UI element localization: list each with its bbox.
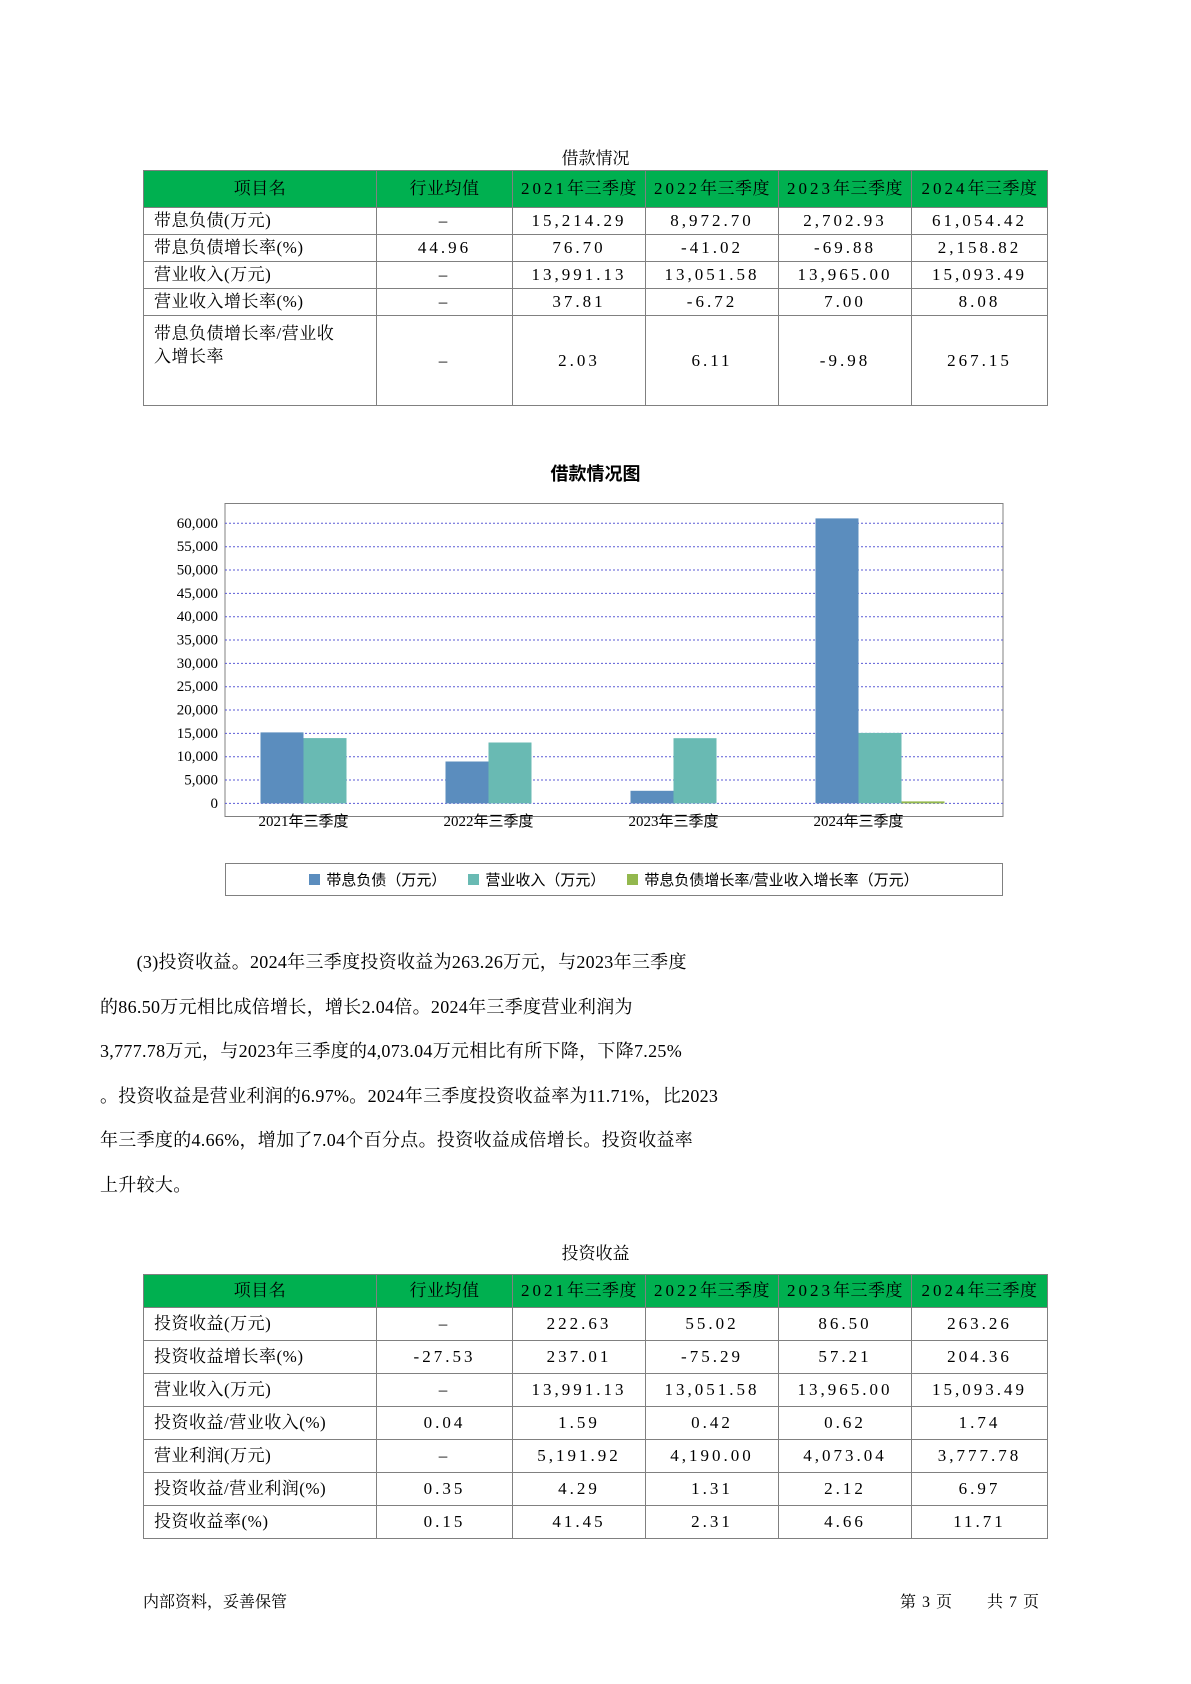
svg-text:30,000: 30,000	[177, 656, 218, 672]
svg-text:2021年三季度: 2021年三季度	[258, 813, 348, 830]
svg-text:35,000: 35,000	[177, 633, 218, 649]
svg-text:15,000: 15,000	[177, 726, 218, 742]
svg-text:45,000: 45,000	[177, 586, 218, 602]
svg-text:0: 0	[211, 796, 219, 812]
svg-text:25,000: 25,000	[177, 679, 218, 695]
svg-text:40,000: 40,000	[177, 609, 218, 625]
svg-text:50,000: 50,000	[177, 563, 218, 579]
svg-text:10,000: 10,000	[177, 749, 218, 765]
svg-text:5,000: 5,000	[184, 773, 218, 789]
svg-text:60,000: 60,000	[177, 516, 218, 532]
svg-text:55,000: 55,000	[177, 539, 218, 555]
svg-text:20,000: 20,000	[177, 703, 218, 719]
svg-text:2024年三季度: 2024年三季度	[813, 813, 903, 830]
svg-text:2023年三季度: 2023年三季度	[628, 813, 718, 830]
svg-text:2022年三季度: 2022年三季度	[443, 813, 533, 830]
